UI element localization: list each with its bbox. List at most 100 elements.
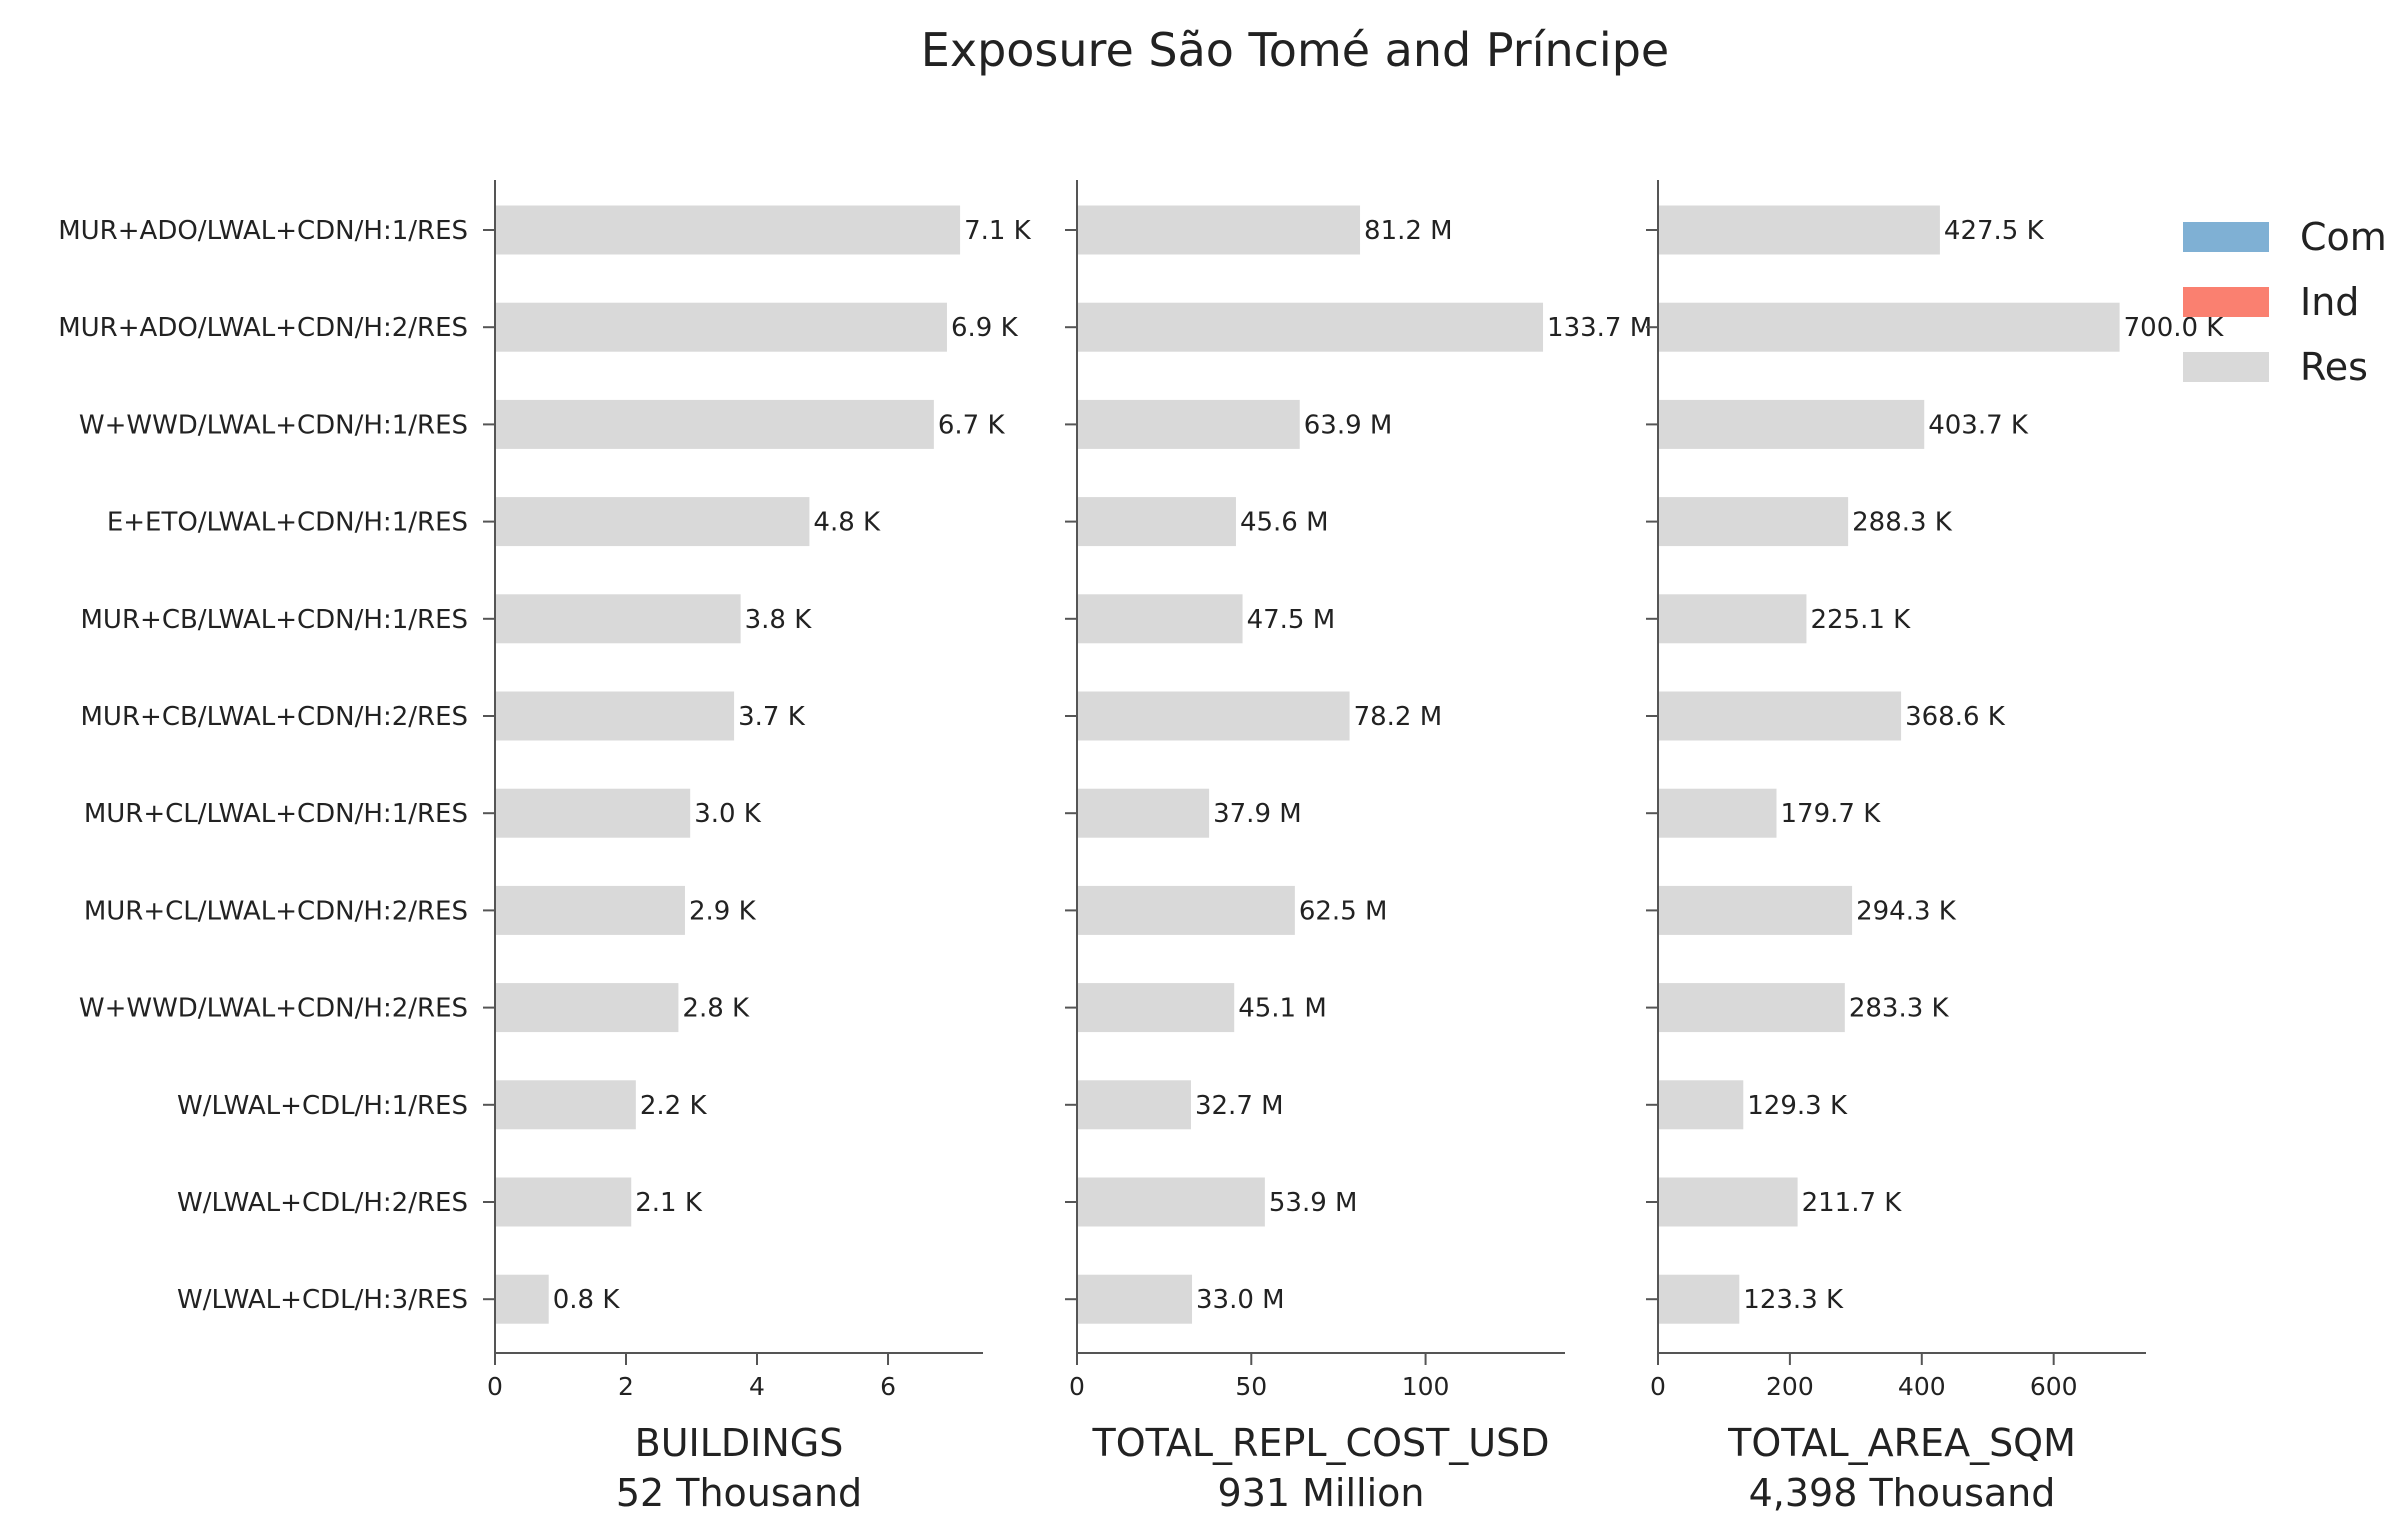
bar-res-1 <box>1077 205 1361 255</box>
bar-res-6 <box>495 691 735 741</box>
data-label: 3.0 K <box>694 799 762 829</box>
bar-res-7 <box>1658 788 1777 838</box>
bar-res-11 <box>495 1177 632 1227</box>
bar-res-1 <box>1658 205 1940 255</box>
bar-res-10 <box>1077 1080 1191 1130</box>
x-tick-label: 600 <box>2030 1372 2078 1401</box>
data-label: 129.3 K <box>1747 1091 1848 1121</box>
data-label: 2.9 K <box>689 896 757 926</box>
data-label: 47.5 M <box>1247 605 1336 635</box>
category-label: MUR+ADO/LWAL+CDN/H:2/RES <box>58 313 468 343</box>
bar-res-8 <box>1658 885 1853 935</box>
category-label: W/LWAL+CDL/H:1/RES <box>177 1091 468 1121</box>
chart-title: Exposure São Tomé and Príncipe <box>921 23 1669 77</box>
data-label: 225.1 K <box>1810 605 1911 635</box>
bar-res-12 <box>495 1274 549 1324</box>
bar-res-11 <box>1658 1177 1798 1227</box>
bar-res-1 <box>495 205 961 255</box>
data-label: 53.9 M <box>1269 1188 1358 1218</box>
data-label: 6.9 K <box>951 313 1019 343</box>
legend-label-ind: Ind <box>2300 280 2359 324</box>
legend-label-com: Com <box>2300 215 2387 259</box>
panel-total-label: 931 Million <box>1218 1471 1425 1515</box>
bar-res-11 <box>1077 1177 1265 1227</box>
bar-res-12 <box>1658 1274 1740 1324</box>
x-axis-label: TOTAL_REPL_COST_USD <box>1091 1421 1549 1465</box>
bar-res-9 <box>495 983 679 1033</box>
data-label: 63.9 M <box>1304 410 1393 440</box>
panel-1: 7.1 K 6.9 K 6.7 K 4.8 K 3.8 K 3.7 K 3.0 K 2.9 K… <box>58 180 1032 1515</box>
panel-total-label: 4,398 Thousand <box>1749 1471 2056 1515</box>
bar-res-4 <box>1658 497 1849 547</box>
panel-3: 427.5 K 700.0 K 403.7 K 288.3 K 225.1 K 368.6… <box>1646 180 2224 1515</box>
bar-res-9 <box>1658 983 1845 1033</box>
data-label: 37.9 M <box>1213 799 1302 829</box>
bar-res-9 <box>1077 983 1235 1033</box>
data-label: 7.1 K <box>964 216 1032 246</box>
data-label: 700.0 K <box>2124 313 2225 343</box>
bar-res-12 <box>1077 1274 1193 1324</box>
bar-res-2 <box>1658 302 2120 352</box>
bar-res-5 <box>1077 594 1243 644</box>
x-tick-label: 4 <box>749 1372 765 1401</box>
category-label: MUR+CL/LWAL+CDN/H:2/RES <box>84 896 468 926</box>
data-label: 211.7 K <box>1802 1188 1903 1218</box>
x-tick-label: 400 <box>1898 1372 1946 1401</box>
bar-res-7 <box>495 788 691 838</box>
data-label: 283.3 K <box>1849 994 1950 1024</box>
bar-res-2 <box>1077 302 1544 352</box>
category-label: W+WWD/LWAL+CDN/H:1/RES <box>79 410 468 440</box>
x-tick-label: 100 <box>1402 1372 1450 1401</box>
legend: Com Ind Res <box>2183 215 2387 389</box>
data-label: 2.8 K <box>682 994 750 1024</box>
data-label: 2.1 K <box>635 1188 703 1218</box>
legend-swatch-com <box>2183 222 2269 252</box>
category-label: W/LWAL+CDL/H:2/RES <box>177 1188 468 1218</box>
bar-res-8 <box>495 885 685 935</box>
bar-res-5 <box>495 594 741 644</box>
bar-res-3 <box>1077 399 1300 449</box>
data-label: 6.7 K <box>938 410 1006 440</box>
data-label: 4.8 K <box>813 508 881 538</box>
x-axis-label: BUILDINGS <box>635 1421 844 1465</box>
data-label: 81.2 M <box>1364 216 1453 246</box>
bar-res-10 <box>495 1080 636 1130</box>
legend-swatch-ind <box>2183 287 2269 317</box>
data-label: 3.8 K <box>745 605 813 635</box>
data-label: 294.3 K <box>1856 896 1957 926</box>
x-tick-label: 0 <box>487 1372 503 1401</box>
data-label: 368.6 K <box>1905 702 2006 732</box>
panel-2: 81.2 M 133.7 M 63.9 M 45.6 M 47.5 M 78.2 M 37.… <box>1065 180 1652 1515</box>
data-label: 0.8 K <box>553 1285 621 1315</box>
x-tick-label: 50 <box>1235 1372 1267 1401</box>
legend-label-res: Res <box>2300 345 2368 389</box>
bar-res-2 <box>495 302 947 352</box>
data-label: 133.7 M <box>1547 313 1652 343</box>
x-tick-label: 2 <box>618 1372 634 1401</box>
data-label: 123.3 K <box>1743 1285 1844 1315</box>
data-label: 33.0 M <box>1196 1285 1285 1315</box>
bar-res-6 <box>1658 691 1902 741</box>
bar-res-3 <box>495 399 934 449</box>
x-axis-label: TOTAL_AREA_SQM <box>1727 1421 2076 1465</box>
bar-res-4 <box>495 497 810 547</box>
data-label: 3.7 K <box>738 702 806 732</box>
x-tick-label: 0 <box>1650 1372 1666 1401</box>
data-label: 179.7 K <box>1781 799 1882 829</box>
bar-res-4 <box>1077 497 1236 547</box>
x-tick-label: 6 <box>880 1372 896 1401</box>
bar-res-8 <box>1077 885 1295 935</box>
category-label: MUR+CB/LWAL+CDN/H:1/RES <box>81 605 469 635</box>
data-label: 45.6 M <box>1240 508 1329 538</box>
bar-res-5 <box>1658 594 1807 644</box>
category-label: MUR+CL/LWAL+CDN/H:1/RES <box>84 799 468 829</box>
data-label: 45.1 M <box>1238 994 1327 1024</box>
category-label: W/LWAL+CDL/H:3/RES <box>177 1285 468 1315</box>
category-label: W+WWD/LWAL+CDN/H:2/RES <box>79 994 468 1024</box>
bar-res-10 <box>1658 1080 1744 1130</box>
category-label: MUR+CB/LWAL+CDN/H:2/RES <box>81 702 469 732</box>
category-label: E+ETO/LWAL+CDN/H:1/RES <box>107 508 468 538</box>
bar-res-7 <box>1077 788 1210 838</box>
data-label: 78.2 M <box>1354 702 1443 732</box>
